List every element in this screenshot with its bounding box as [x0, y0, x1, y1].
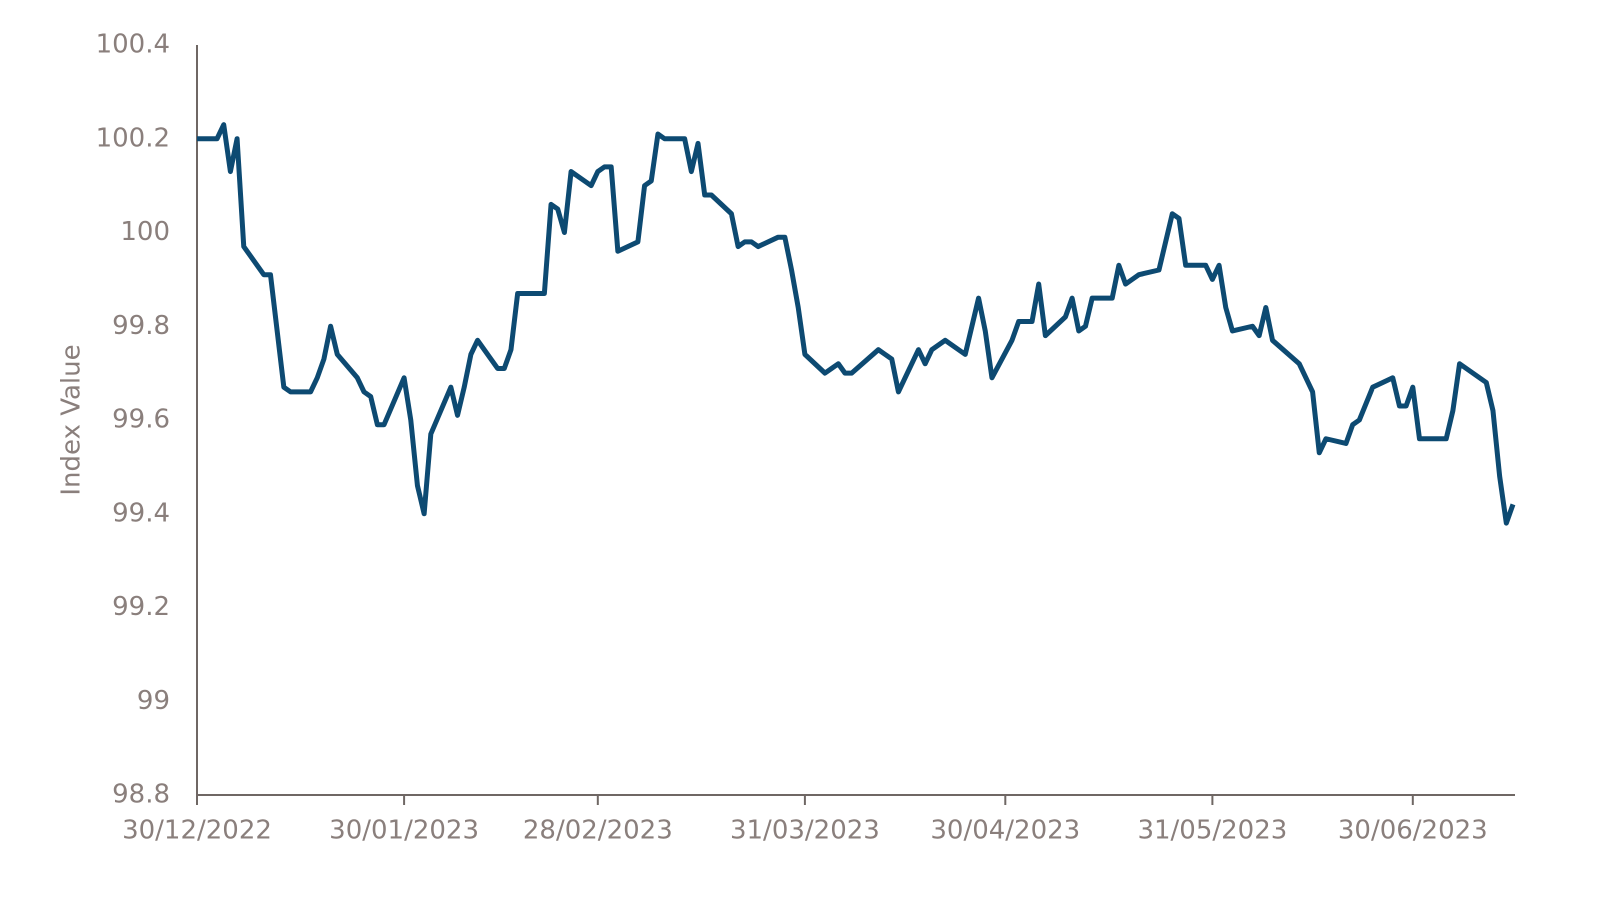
x-tick-label: 31/03/2023 — [730, 816, 880, 846]
x-tick-label: 30/12/2022 — [122, 816, 272, 846]
y-tick-label: 99.8 — [112, 311, 170, 341]
y-axis-label: Index Value — [57, 344, 87, 495]
y-tick-label: 99.6 — [112, 405, 170, 435]
y-tick-label: 100 — [120, 217, 170, 247]
y-tick-label: 100.4 — [96, 30, 170, 60]
y-tick-label: 99.2 — [112, 592, 170, 622]
y-tick-label: 99 — [137, 686, 170, 716]
x-tick-label: 28/02/2023 — [523, 816, 673, 846]
y-tick-label: 100.2 — [96, 123, 170, 153]
series-line — [197, 122, 1516, 526]
y-tick-label: 98.8 — [112, 780, 170, 810]
x-tick-label: 30/01/2023 — [329, 816, 479, 846]
x-tick-label: 31/05/2023 — [1137, 816, 1287, 846]
x-tick-label: 30/04/2023 — [930, 816, 1080, 846]
x-tick-label: 30/06/2023 — [1338, 816, 1488, 846]
y-tick-label: 99.4 — [112, 498, 170, 528]
